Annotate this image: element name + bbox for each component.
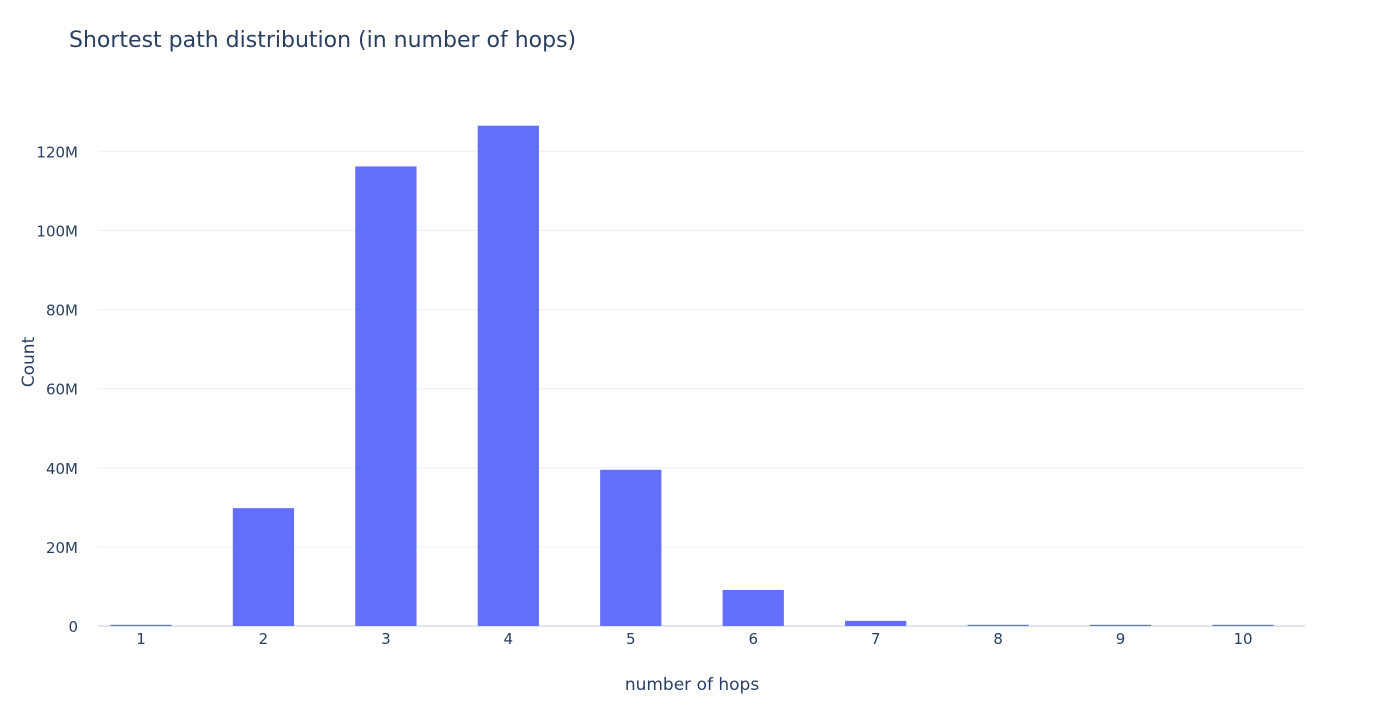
y-tick-label: 40M bbox=[46, 460, 78, 478]
bar-10[interactable] bbox=[1212, 624, 1274, 626]
x-tick-label: 3 bbox=[381, 630, 391, 648]
bar-2[interactable] bbox=[232, 508, 295, 626]
y-axis-label: Count bbox=[19, 336, 39, 387]
bar-4[interactable] bbox=[477, 125, 539, 627]
bars bbox=[110, 125, 1274, 627]
bar-7[interactable] bbox=[845, 620, 907, 626]
bar-9[interactable] bbox=[1089, 624, 1152, 626]
x-tick-label: 10 bbox=[1233, 630, 1252, 648]
x-tick-label: 4 bbox=[504, 630, 514, 648]
x-tick-label: 9 bbox=[1116, 630, 1126, 648]
bar-6[interactable] bbox=[722, 590, 784, 626]
y-tick-label: 100M bbox=[36, 223, 78, 241]
y-tick-label: 120M bbox=[36, 143, 78, 161]
bar-8[interactable] bbox=[967, 624, 1029, 626]
y-tick-label: 20M bbox=[46, 539, 78, 557]
bar-3[interactable] bbox=[355, 166, 417, 626]
bar-1[interactable] bbox=[110, 624, 172, 626]
x-tick-label: 6 bbox=[748, 630, 758, 648]
x-tick-labels: 1 2 3 4 5 6 7 8 9 10 bbox=[136, 630, 1252, 648]
x-tick-label: 2 bbox=[259, 630, 269, 648]
y-tick-label: 0 bbox=[68, 618, 78, 636]
x-tick-label: 7 bbox=[871, 630, 881, 648]
y-tick-labels: 0 20M 40M 60M 80M 100M 120M bbox=[36, 143, 78, 636]
chart-title: Shortest path distribution (in number of… bbox=[69, 28, 577, 53]
y-tick-label: 80M bbox=[46, 302, 78, 320]
x-tick-label: 5 bbox=[626, 630, 636, 648]
bar-5[interactable] bbox=[600, 469, 662, 626]
x-axis-label: number of hops bbox=[625, 675, 760, 695]
x-tick-label: 8 bbox=[993, 630, 1003, 648]
y-tick-label: 60M bbox=[46, 381, 78, 399]
x-tick-label: 1 bbox=[136, 630, 146, 648]
